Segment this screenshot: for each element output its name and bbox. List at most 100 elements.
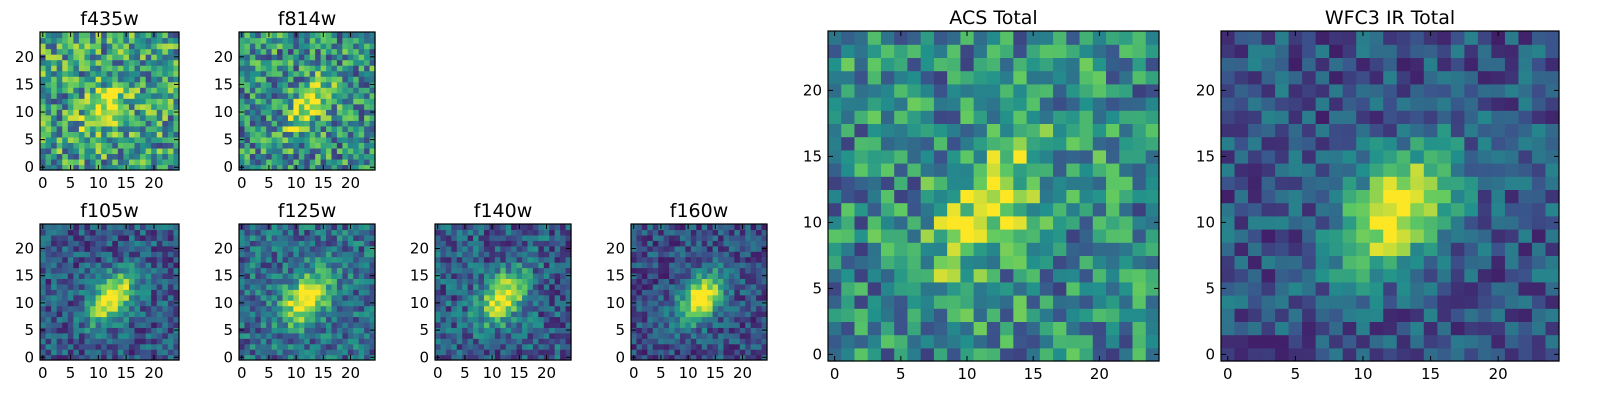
heatmap-cell: [756, 245, 763, 252]
heatmap-cell: [1000, 136, 1014, 151]
heatmap-cell: [320, 114, 327, 121]
heatmap-cell: [483, 272, 490, 279]
heatmap-cell: [1053, 149, 1067, 164]
heatmap-cell: [483, 294, 490, 301]
heatmap-cell: [1450, 202, 1465, 217]
heatmap-cell: [342, 311, 349, 318]
heatmap-cell: [73, 294, 80, 301]
heatmap-cell: [320, 43, 327, 50]
heatmap-cell: [522, 321, 529, 328]
heatmap-cell: [920, 242, 935, 256]
heatmap-cell: [260, 316, 267, 323]
heatmap-cell: [1504, 347, 1520, 362]
heatmap-cell: [532, 294, 539, 301]
heatmap-cell: [1302, 189, 1317, 204]
heatmap-cell: [112, 272, 119, 279]
heatmap-cell: [1450, 281, 1465, 296]
heatmap-cell: [293, 43, 300, 50]
heatmap-cell: [745, 240, 752, 247]
heatmap-cell: [331, 153, 338, 160]
heatmap-cell: [631, 338, 638, 345]
heatmap-cell: [123, 54, 130, 61]
heatmap-cell: [78, 37, 86, 44]
heatmap-cell: [560, 354, 567, 361]
heatmap-cell: [364, 37, 371, 44]
heatmap-cell: [1288, 242, 1303, 256]
heatmap-cell: [90, 54, 97, 61]
heatmap-cell: [701, 256, 708, 263]
heatmap-cell: [1383, 321, 1398, 336]
heatmap-cell: [456, 316, 463, 323]
heatmap-cell: [1518, 321, 1533, 336]
heatmap-cell: [527, 332, 534, 339]
heatmap-cells: [40, 32, 180, 171]
heatmap-cell: [78, 316, 86, 323]
heatmap-cell: [101, 300, 108, 307]
y-tick-label: 5: [223, 321, 233, 339]
heatmap-cell: [894, 347, 909, 362]
heatmap-cell: [1066, 202, 1081, 217]
heatmap-cell: [369, 158, 376, 166]
heatmap-cell: [728, 234, 735, 241]
heatmap-cell: [62, 321, 69, 328]
heatmap-cell: [880, 163, 895, 177]
heatmap-cell: [933, 321, 948, 336]
heatmap-cell: [167, 294, 175, 301]
heatmap-cell: [1491, 189, 1506, 204]
heatmap-cell: [728, 283, 735, 290]
heatmap-cell: [756, 240, 763, 247]
heatmap-cell: [745, 349, 752, 356]
heatmap-cell: [636, 245, 643, 252]
heatmap-cell: [56, 109, 63, 116]
heatmap-cell: [1066, 110, 1081, 124]
heatmap-cell: [1092, 281, 1107, 296]
heatmap-cell: [933, 295, 948, 309]
heatmap-cell: [652, 272, 659, 279]
heatmap-cell: [761, 229, 768, 236]
heatmap-cell: [123, 114, 130, 121]
heatmap-cell: [156, 256, 163, 263]
heatmap-cell: [880, 202, 895, 217]
heatmap-cell: [1261, 308, 1276, 322]
heatmap-cell: [522, 294, 529, 301]
heatmap-cell: [331, 92, 338, 99]
heatmap-cell: [701, 272, 708, 279]
heatmap-cell: [266, 332, 273, 339]
heatmap-cell: [260, 343, 267, 350]
heatmap-cell: [1132, 57, 1147, 72]
heatmap-cell: [560, 240, 567, 247]
heatmap-cell: [304, 262, 311, 269]
heatmap-cell: [543, 262, 550, 269]
heatmap-cell: [358, 289, 365, 296]
heatmap-cell: [128, 131, 136, 138]
heatmap-cell: [641, 294, 648, 301]
heatmap-cell: [271, 338, 278, 345]
heatmap-cell: [756, 321, 763, 328]
heatmap-cell: [1248, 268, 1263, 283]
heatmap-cell: [554, 311, 561, 318]
heatmap-cell: [761, 305, 768, 312]
heatmap-cell: [867, 31, 882, 45]
heatmap-cell: [358, 103, 365, 110]
heatmap-cell: [723, 343, 730, 350]
heatmap-cell: [1342, 189, 1357, 204]
heatmap-cell: [652, 267, 659, 274]
heatmap-cell: [271, 114, 278, 121]
heatmap-cell: [532, 305, 539, 312]
heatmap-cell: [320, 37, 327, 44]
heatmap-cell: [364, 142, 371, 149]
heatmap-cell: [123, 311, 130, 318]
heatmap-cell: [467, 278, 474, 285]
heatmap-cell: [973, 334, 988, 349]
heatmap-cell: [62, 98, 69, 105]
heatmap-cell: [62, 142, 69, 149]
heatmap-cell: [1221, 295, 1236, 309]
heatmap-cell: [483, 354, 490, 361]
heatmap-cell: [1092, 149, 1107, 164]
heatmap-cell: [134, 294, 141, 301]
heatmap-cell: [315, 338, 322, 345]
heatmap-cell: [287, 54, 294, 61]
heatmap-cell: [718, 224, 725, 231]
heatmap-cell: [140, 332, 147, 339]
heatmap-cell: [271, 153, 278, 160]
